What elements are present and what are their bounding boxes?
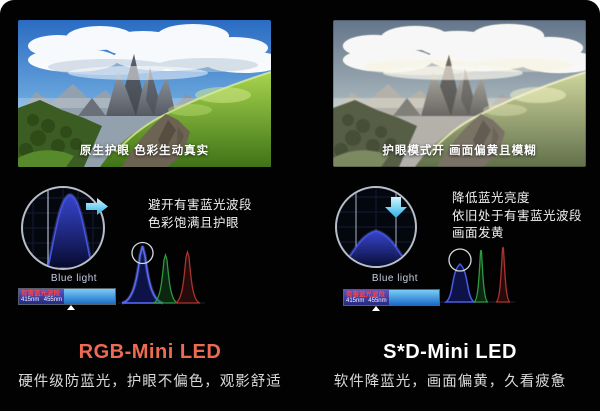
product-title-left: RGB-Mini LED bbox=[78, 341, 222, 363]
landscape-photo-left: 原生护眼 色彩生动真实 bbox=[18, 20, 271, 167]
landscape-photo-right: 护眼模式开 画面偏黄且模糊 bbox=[333, 20, 586, 167]
harmful-band-label: 有害蓝光波段 bbox=[346, 291, 385, 298]
triangle-up-marker-icon bbox=[67, 305, 75, 310]
annotation-line: 降低蓝光亮度 bbox=[452, 191, 531, 205]
highlight-circle-icon bbox=[131, 241, 154, 265]
product-title-right: S*D-Mini LED bbox=[383, 341, 517, 363]
annotation-line: 依旧处于有害蓝光波段 bbox=[452, 208, 583, 223]
product-subtitle-right: 软件降蓝光，画面偏黄，久看疲惫 bbox=[333, 374, 567, 390]
green-spectrum-peak bbox=[152, 252, 179, 304]
harmful-band-label: 有害蓝光波段 bbox=[21, 290, 60, 297]
highlight-circle-icon bbox=[448, 248, 472, 272]
annotation-right: 降低蓝光亮度 依旧处于有害蓝光波段 画面发黄 bbox=[452, 190, 582, 243]
arrow-down-icon bbox=[385, 197, 407, 218]
band-start-label: 415nm bbox=[21, 297, 40, 303]
harmful-band-segment: 有害蓝光波段 415nm 455nm bbox=[344, 290, 389, 305]
band-end-label: 455nm bbox=[43, 297, 63, 303]
blue-peak-magnified bbox=[47, 194, 93, 268]
triangle-up-marker-icon bbox=[372, 306, 380, 311]
green-spectrum-peak bbox=[473, 249, 489, 303]
band-end-label: 455nm bbox=[368, 298, 387, 304]
band-start-label: 415nm bbox=[346, 298, 365, 304]
photo-caption-left: 原生护眼 色彩生动真实 bbox=[79, 145, 210, 157]
harmful-band-bar-right: 有害蓝光波段 415nm 455nm bbox=[343, 289, 440, 311]
arrow-right-icon bbox=[86, 198, 108, 215]
blue-light-label-right: Blue light bbox=[371, 273, 419, 284]
photo-caption-right: 护眼模式开 画面偏黄且模糊 bbox=[382, 145, 537, 157]
product-subtitle-left: 硬件级防蓝光，护眼不偏色，观影舒适 bbox=[18, 374, 282, 390]
safe-band-segment bbox=[64, 289, 115, 304]
band-range: 415nm 455nm bbox=[346, 298, 387, 304]
safe-band-segment bbox=[388, 290, 439, 305]
red-spectrum-peak bbox=[495, 246, 511, 303]
annotation-left: 避开有害蓝光波段 色彩饱满且护眼 bbox=[148, 197, 252, 232]
blue-light-label-left: Blue light bbox=[50, 273, 98, 284]
spectrum-diagram-left bbox=[21, 186, 205, 305]
red-spectrum-peak bbox=[174, 249, 201, 304]
harmful-band-segment: 有害蓝光波段 415nm 455nm bbox=[19, 289, 65, 304]
annotation-line: 画面发黄 bbox=[452, 226, 505, 240]
harmful-band-bar-left: 有害蓝光波段 415nm 455nm bbox=[18, 288, 116, 310]
blue-spectrum-peak-dimmed bbox=[443, 262, 477, 303]
annotation-line: 色彩饱满且护眼 bbox=[148, 215, 240, 230]
blue-spectrum-peak bbox=[121, 245, 164, 304]
annotation-line: 避开有害蓝光波段 bbox=[148, 198, 253, 212]
band-range: 415nm 455nm bbox=[21, 297, 62, 303]
